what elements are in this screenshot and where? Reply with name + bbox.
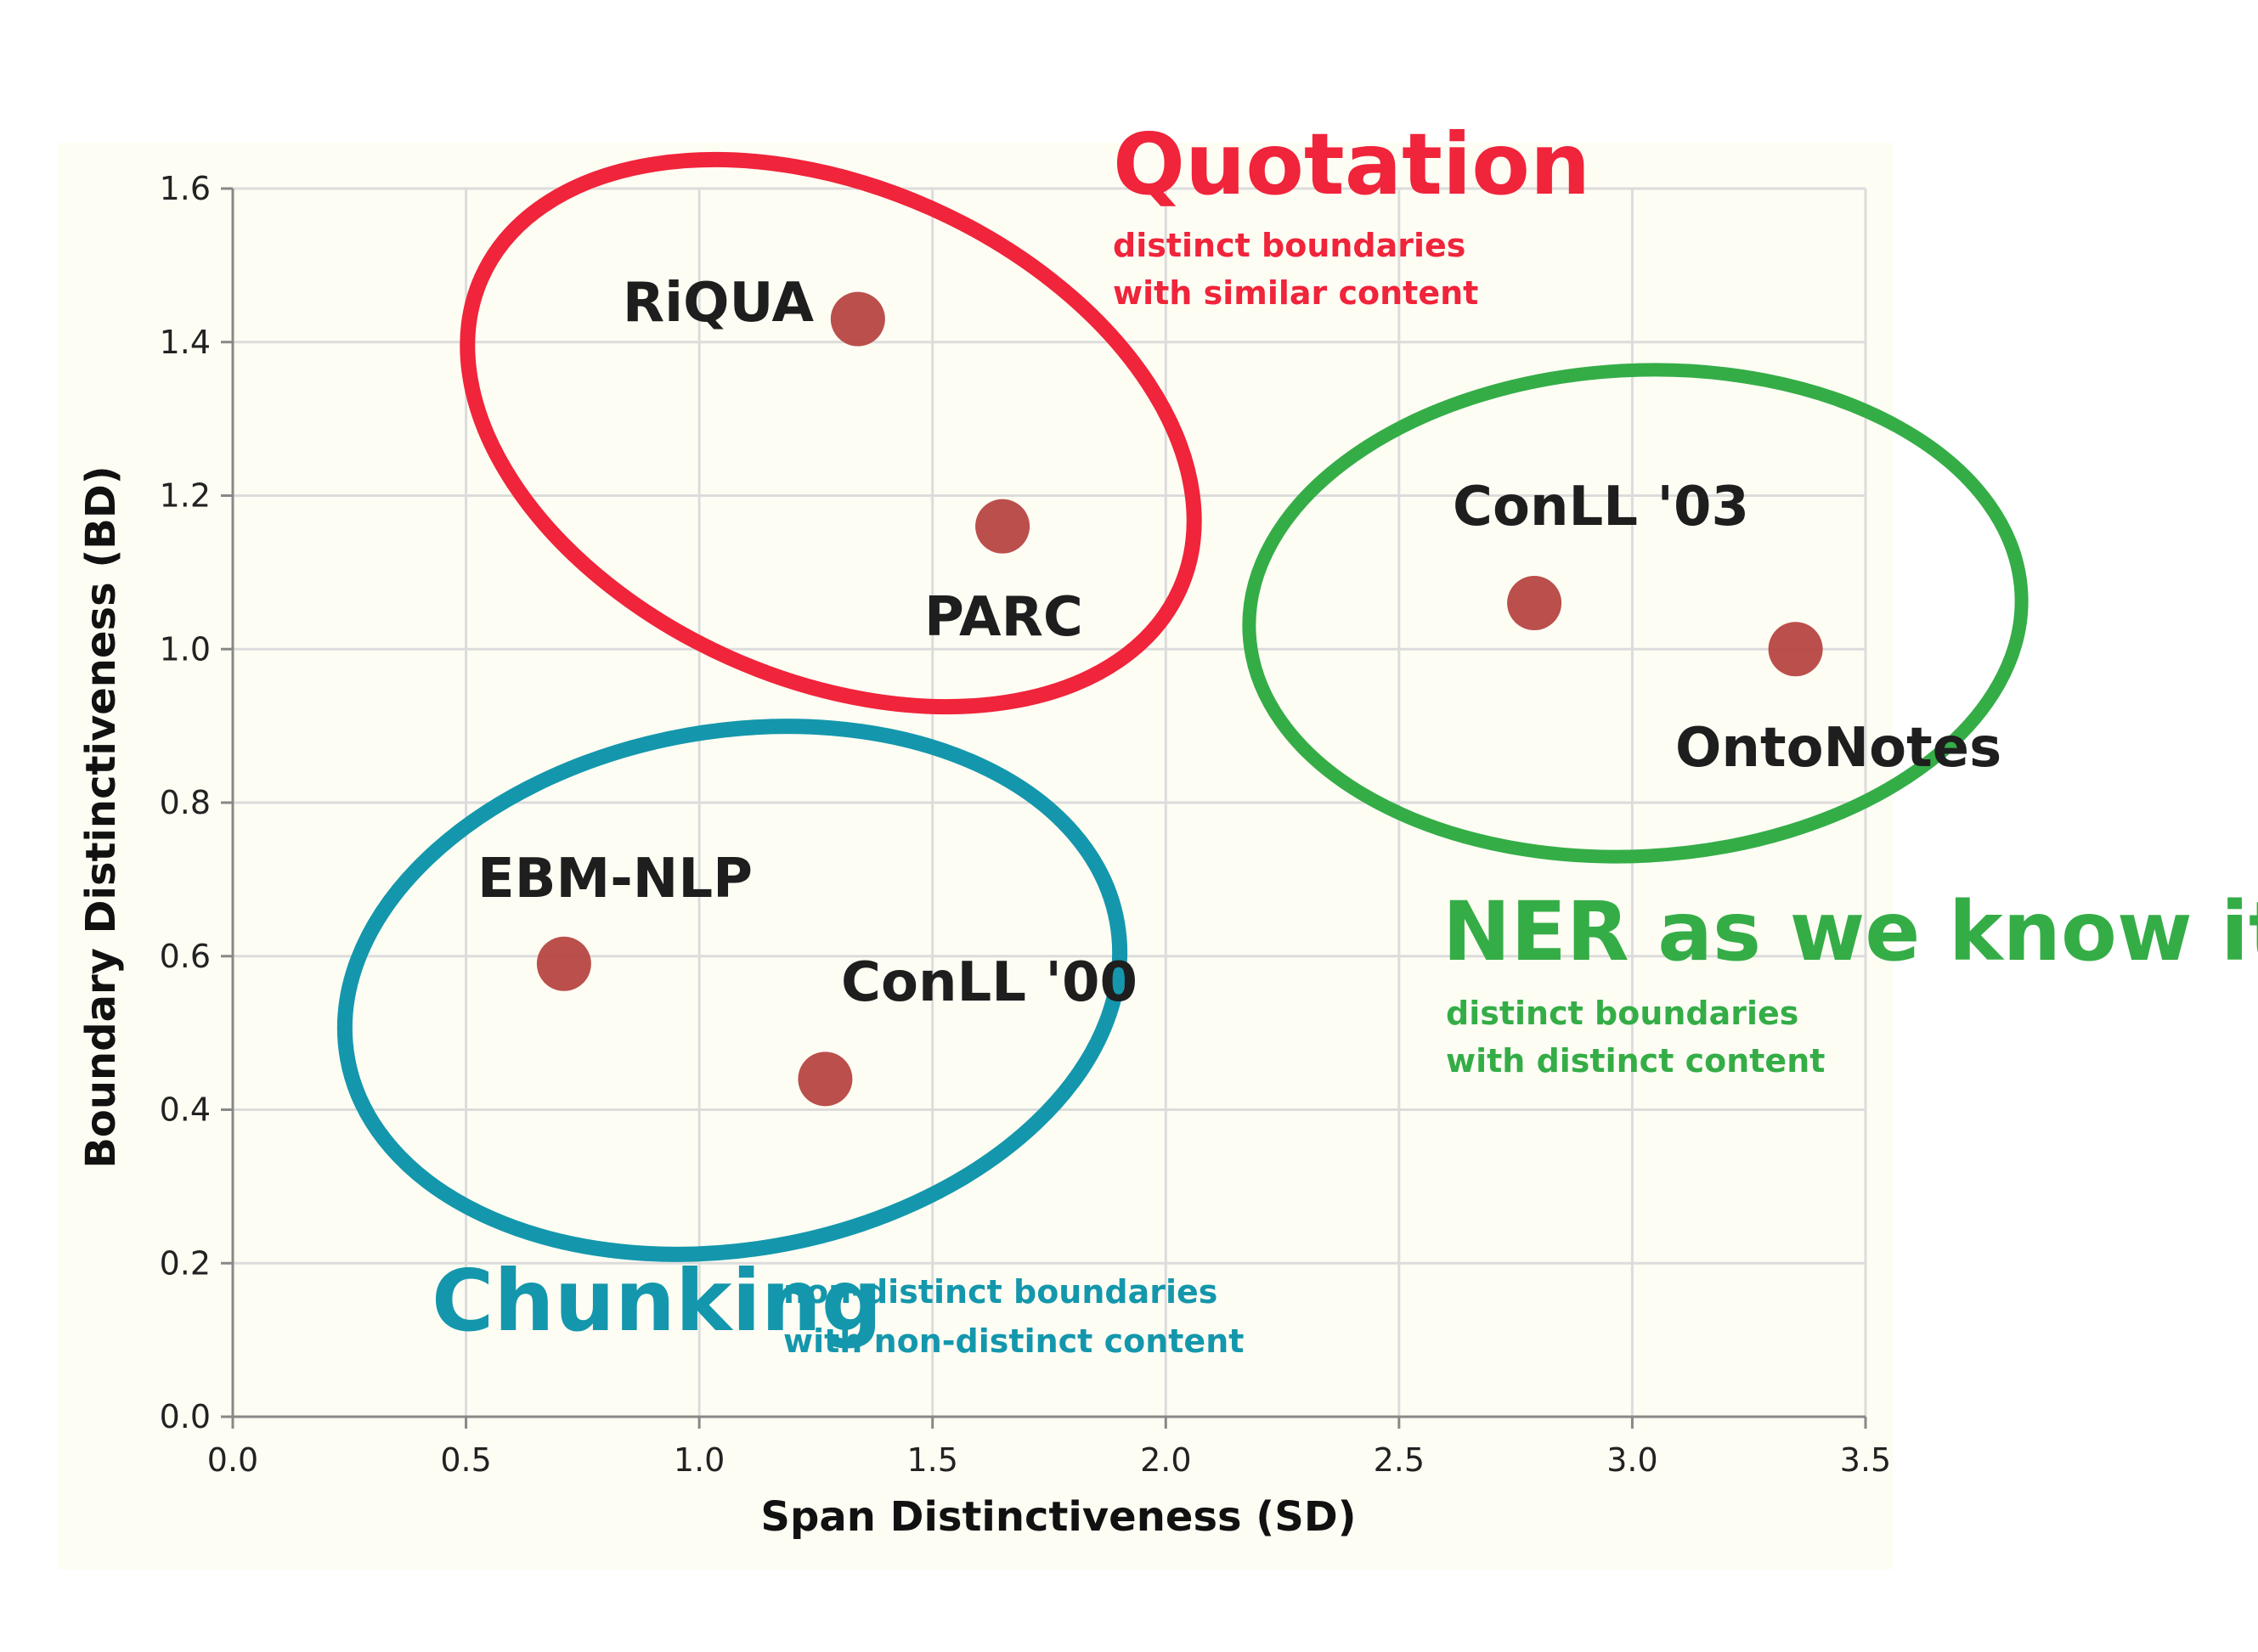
ner-outline bbox=[1242, 363, 2029, 864]
x-tick-label: 3.0 bbox=[1606, 1441, 1657, 1479]
y-tick-label: 1.0 bbox=[160, 630, 211, 668]
point-label-parc: PARC bbox=[924, 586, 1083, 649]
chunking-desc-line-2: with non-distinct content bbox=[783, 1322, 1244, 1360]
y-tick-label: 1.4 bbox=[160, 324, 211, 361]
y-tick-label: 0.6 bbox=[160, 938, 211, 975]
data-point-quotation bbox=[975, 499, 1030, 554]
x-tick-label: 1.5 bbox=[906, 1441, 957, 1479]
data-point-ner bbox=[1768, 622, 1823, 677]
y-axis-ticks: 0.0 0.2 0.4 0.6 0.8 1.0 1.2 1.4 1.6 bbox=[160, 170, 233, 1435]
data-point-chunking bbox=[798, 1052, 853, 1107]
y-tick-label: 0.2 bbox=[160, 1244, 211, 1282]
quotation-title: Quotation bbox=[1113, 115, 1590, 214]
point-label-ontonotes: OntoNotes bbox=[1675, 717, 2001, 780]
quotation-desc-line-1: distinct boundaries bbox=[1113, 227, 1465, 264]
x-tick-label: 0.5 bbox=[440, 1441, 491, 1479]
y-tick-label: 0.4 bbox=[160, 1091, 211, 1129]
y-tick-label: 0.8 bbox=[160, 784, 211, 821]
quotation-desc-line-2: with similar content bbox=[1113, 274, 1478, 312]
point-label-ebm-nlp: EBM-NLP bbox=[477, 848, 753, 911]
data-point-ner bbox=[1507, 576, 1562, 631]
x-tick-label: 3.5 bbox=[1840, 1441, 1891, 1479]
data-points bbox=[536, 291, 1823, 1107]
x-axis-ticks: 0.0 0.5 1.0 1.5 2.0 2.5 3.0 3.5 bbox=[207, 1417, 1891, 1479]
chunking-desc-line-1: non-distinct boundaries bbox=[783, 1273, 1217, 1311]
y-tick-label: 0.0 bbox=[160, 1398, 211, 1435]
data-point-quotation bbox=[830, 291, 885, 347]
ner-desc-line-1: distinct boundaries bbox=[1446, 995, 1798, 1032]
point-label-conll03: ConLL '03 bbox=[1453, 476, 1749, 538]
x-tick-label: 2.0 bbox=[1140, 1441, 1191, 1479]
y-tick-label: 1.6 bbox=[160, 170, 211, 207]
group-outlines bbox=[336, 151, 2029, 1262]
x-tick-label: 1.0 bbox=[674, 1441, 725, 1479]
chunking-title: Chunking bbox=[432, 1251, 883, 1350]
x-tick-label: 2.5 bbox=[1374, 1441, 1425, 1479]
chunking-outline bbox=[336, 719, 1128, 1262]
point-label-riqua: RiQUA bbox=[623, 272, 815, 335]
y-tick-label: 1.2 bbox=[160, 477, 211, 515]
x-axis-title: Span Distinctiveness (SD) bbox=[760, 1493, 1356, 1541]
quotation-outline bbox=[460, 151, 1202, 715]
ner-desc-line-2: with distinct content bbox=[1446, 1042, 1825, 1080]
y-axis-title: Boundary Distinctiveness (BD) bbox=[77, 465, 125, 1168]
point-label-conll00: ConLL '00 bbox=[841, 951, 1137, 1014]
data-point-chunking bbox=[536, 936, 591, 991]
x-tick-label: 0.0 bbox=[207, 1441, 258, 1479]
ner-title: NER as we know it bbox=[1442, 884, 2258, 979]
